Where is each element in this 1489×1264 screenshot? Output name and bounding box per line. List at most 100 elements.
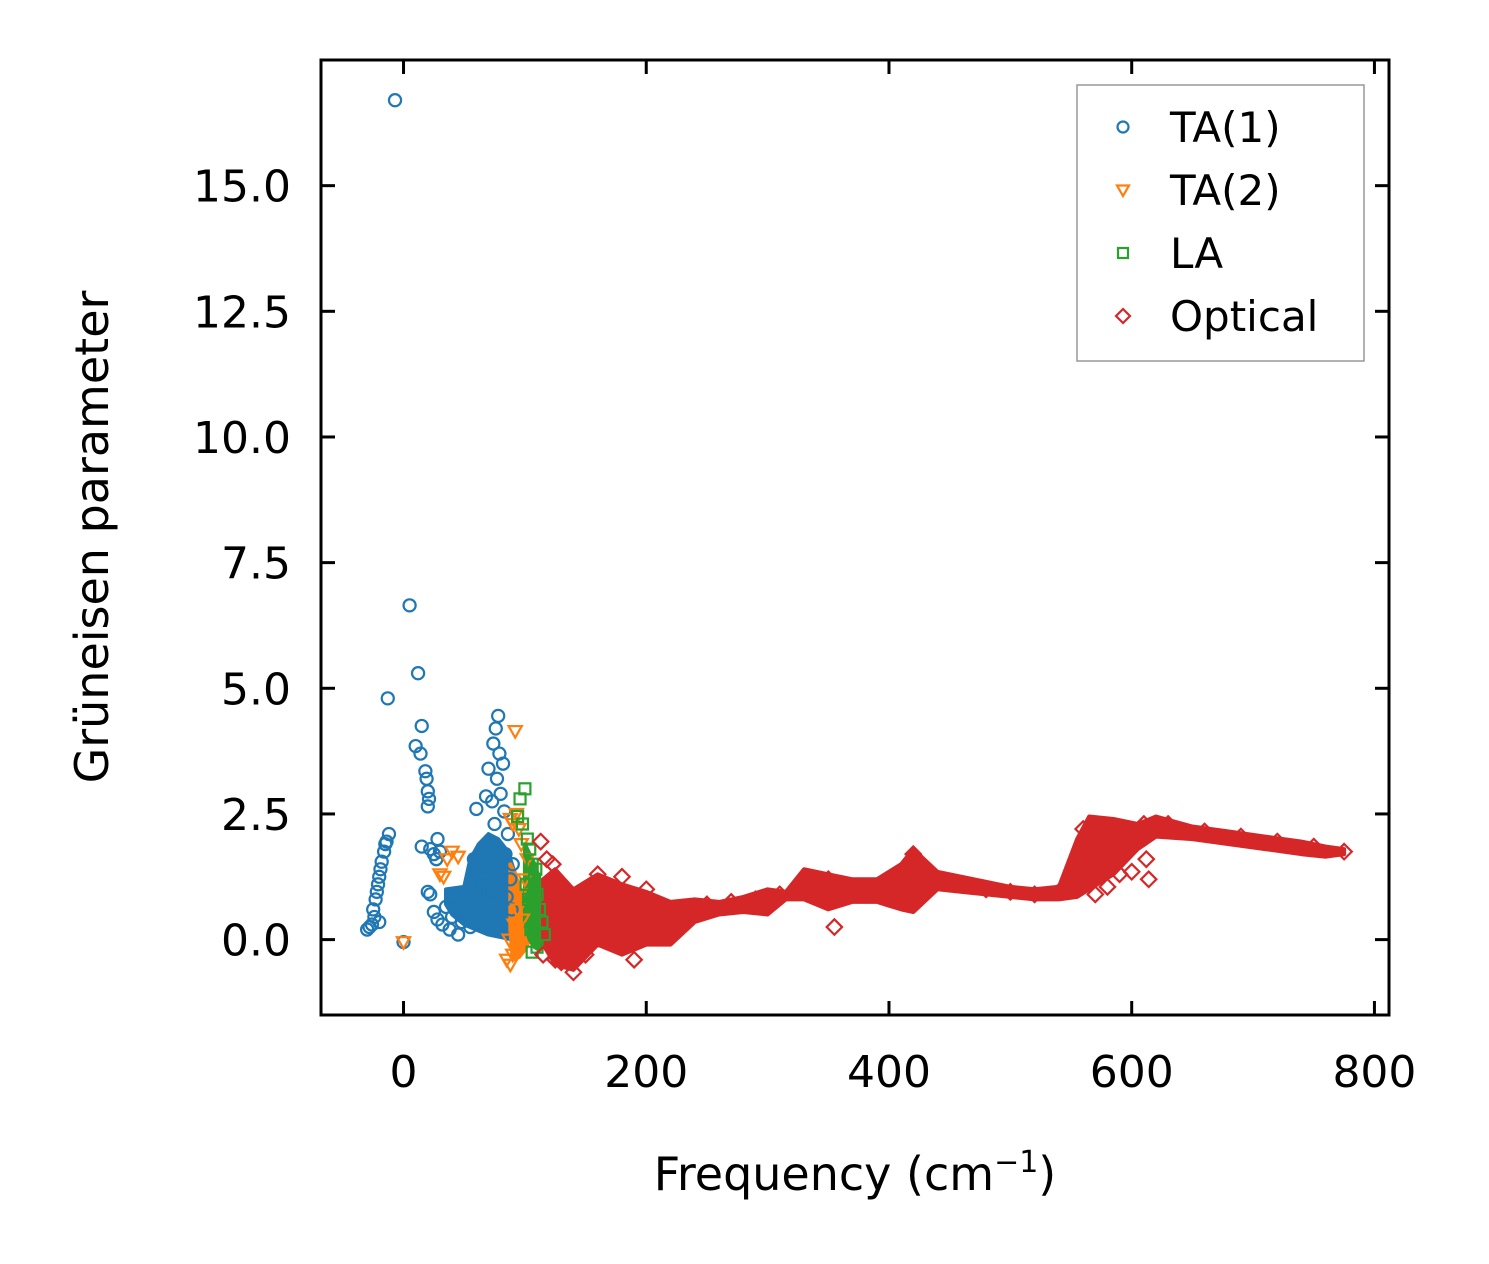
data-point [697,895,717,914]
data-point [543,854,563,874]
data-point [457,902,472,917]
data-point [420,884,435,900]
data-point [483,836,499,852]
data-point [505,857,520,872]
legend-entry: LA [1116,229,1223,278]
data-point [1268,832,1287,851]
data-point [380,691,395,706]
data-point [484,794,500,809]
data-point [413,746,428,761]
data-point [506,943,524,959]
data-point [537,927,551,942]
data-point [770,885,790,904]
x-tick-label: 0 [390,1047,418,1098]
series-optical [531,814,1354,982]
data-point [532,902,547,917]
plot-area [359,93,1354,982]
legend-entry: Optical [1114,292,1318,341]
data-point [746,890,765,909]
data-point [506,724,524,740]
y-tick-label: 5.0 [221,664,291,715]
y-tick-label: 10.0 [193,413,291,464]
data-point [368,892,383,907]
data-point [376,844,392,859]
data-point [685,900,705,919]
data-point [576,945,595,964]
data-point [471,894,486,910]
data-point [449,850,467,866]
data-point [552,952,571,972]
data-point [450,927,466,942]
data-point [493,786,508,801]
data-point [498,847,513,862]
data-point [463,919,478,935]
data-point [1137,849,1156,869]
data-point [855,880,874,899]
data-point [369,884,384,900]
y-tick-label: 12.5 [193,287,291,338]
data-point [370,877,386,892]
data-point [515,817,530,831]
y-tick-label: 2.5 [221,790,291,841]
data-point [1098,877,1117,897]
data-point [492,746,507,761]
data-point [486,736,501,751]
y-tick-label: 7.5 [221,539,291,590]
y-axis-label: Grüneisen parameter [65,290,119,783]
data-point [535,915,549,929]
y-tick-label: 15.0 [193,162,291,213]
data-point [414,839,429,854]
data-point [475,907,490,922]
data-point [928,870,947,889]
data-point [1073,819,1093,839]
data-point [438,899,454,915]
data-point [976,880,996,899]
x-tick-label: 200 [604,1047,688,1098]
legend-label: TA(1) [1169,103,1281,152]
x-axis-label-superscript: −1 [994,1145,1038,1180]
legend-label: TA(2) [1169,166,1281,215]
data-point [564,963,583,982]
data-point [431,868,449,884]
data-point [366,902,381,917]
data-point [505,918,523,934]
legend-entry: TA(1) [1116,103,1281,152]
legend-label: Optical [1170,292,1318,341]
data-point [545,950,565,969]
plot-frame [319,58,1391,1017]
data-point [1025,885,1044,904]
data-point [418,764,433,779]
x-tick-label: 400 [847,1047,931,1098]
x-axis-label-main: Frequency (cm [654,1147,994,1201]
legend-label: LA [1170,229,1223,278]
data-point [825,917,844,937]
data-point [1139,870,1158,889]
data-point [414,718,429,734]
data-point [1001,882,1020,902]
data-point [410,666,426,681]
data-point [819,870,838,889]
series-ta-1- [359,93,520,950]
data-point [379,834,394,849]
ticks-layer: 0 200 400 600 800 0.0 2.5 5.0 7.5 10.0 12.5 15.0 [193,60,1416,1098]
data-point [794,877,814,897]
data-point [1158,814,1178,834]
data-point [402,598,417,613]
data-point [612,867,632,887]
data-point [529,862,543,876]
data-point [509,903,527,919]
data-point [488,721,503,736]
data-point [531,832,550,851]
data-point [381,826,397,842]
data-point [523,842,537,856]
data-point [421,791,437,807]
data-point [519,877,533,891]
data-point [500,933,518,949]
data-point [387,93,403,108]
data-point [513,792,527,806]
data-point [469,801,484,817]
data-point [624,950,644,969]
data-point [1134,814,1154,834]
data-point [487,816,502,832]
data-point [466,852,482,867]
